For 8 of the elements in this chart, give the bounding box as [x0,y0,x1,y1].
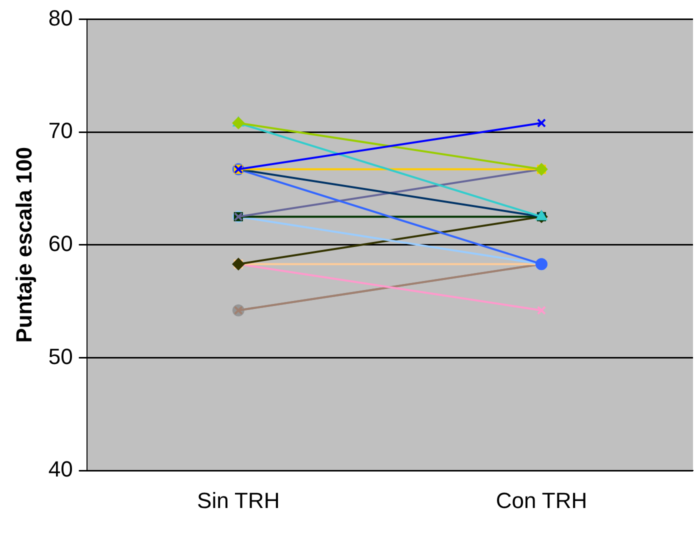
x-tick-label: Sin TRH [197,488,280,513]
y-tick-label: 70 [48,118,73,144]
y-axis-title: Puntaje escala 100 [11,147,36,343]
y-tick-label: 60 [48,230,73,256]
x-tick-label: Con TRH [496,488,588,513]
y-tick-label: 40 [48,456,73,482]
y-tick-label: 50 [48,344,73,369]
y-tick-label: 80 [48,5,73,30]
